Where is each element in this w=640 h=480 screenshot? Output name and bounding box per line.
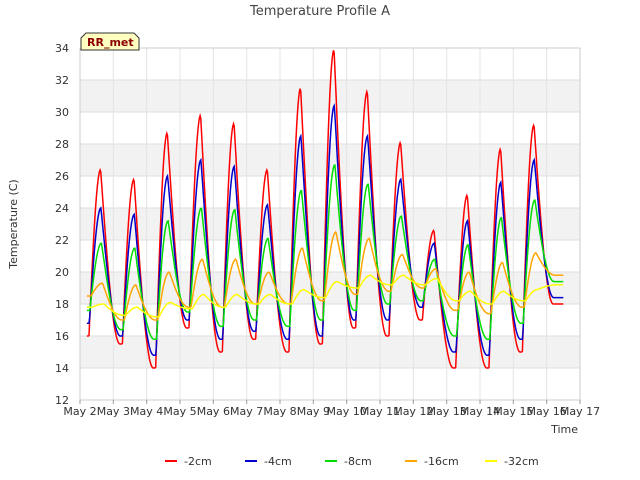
y-tick-label: 28 [55, 138, 69, 151]
y-tick-label: 16 [55, 330, 69, 343]
grid-band [80, 336, 580, 368]
plot-frame [79, 47, 581, 401]
x-axis-title: Time [550, 423, 578, 436]
x-tick-label: May 14 [460, 405, 500, 418]
x-tick-label: May 7 [230, 405, 263, 418]
series-line-minus-16cm [86, 230, 564, 321]
series-lines [86, 50, 564, 369]
y-tick-label: 18 [55, 298, 69, 311]
x-tick-label: May 2 [63, 405, 96, 418]
station-badge-label: RR_met [87, 36, 134, 49]
series-line-minus-2cm [86, 50, 564, 369]
station-badge: RR_met [80, 32, 140, 51]
x-tick-label: May 9 [297, 405, 330, 418]
legend-label: -2cm [184, 455, 212, 468]
x-tick-label: May 6 [197, 405, 230, 418]
legend-label: -32cm [504, 455, 539, 468]
series-line-minus-4cm [86, 102, 564, 356]
series-line-minus-8cm [86, 164, 564, 340]
series-line-minus-32cm [86, 274, 564, 318]
x-tick-label: May 13 [427, 405, 467, 418]
y-tick-label: 14 [55, 362, 69, 375]
x-tick-label: May 12 [393, 405, 433, 418]
x-tick-label: May 4 [130, 405, 163, 418]
y-tick-label: 20 [55, 266, 69, 279]
x-tick-label: May 8 [263, 405, 296, 418]
grid-band [80, 48, 580, 80]
y-axis-ticks: 12 14 16 18 20 22 24 26 28 30 32 34 [55, 42, 69, 407]
x-tick-label: May 5 [163, 405, 196, 418]
x-tick-label: May 15 [493, 405, 533, 418]
chart-title: Temperature Profile A [249, 4, 390, 19]
y-tick-label: 34 [55, 42, 69, 55]
y-tick-label: 26 [55, 170, 69, 183]
grid-band [80, 368, 580, 400]
legend-label: -8cm [344, 455, 372, 468]
y-tick-label: 12 [55, 394, 69, 407]
x-tick-label: May 3 [97, 405, 130, 418]
legend: -2cm -4cm -8cm -16cm -32cm [165, 455, 539, 468]
y-tick-label: 30 [55, 106, 69, 119]
y-tick-label: 24 [55, 202, 69, 215]
x-tick-label: May 16 [527, 405, 567, 418]
y-axis-title: Temperature (C) [7, 179, 20, 269]
y-tick-label: 32 [55, 74, 69, 87]
legend-label: -4cm [264, 455, 292, 468]
x-tick-label: May 17 [560, 405, 600, 418]
x-tick-label: May 11 [360, 405, 400, 418]
y-tick-label: 22 [55, 234, 69, 247]
x-tick-label: May 10 [327, 405, 367, 418]
x-axis-ticks: May 2 May 3 May 4 May 5 May 6 May 7 May 8 May 9… [63, 400, 600, 418]
legend-label: -16cm [424, 455, 459, 468]
